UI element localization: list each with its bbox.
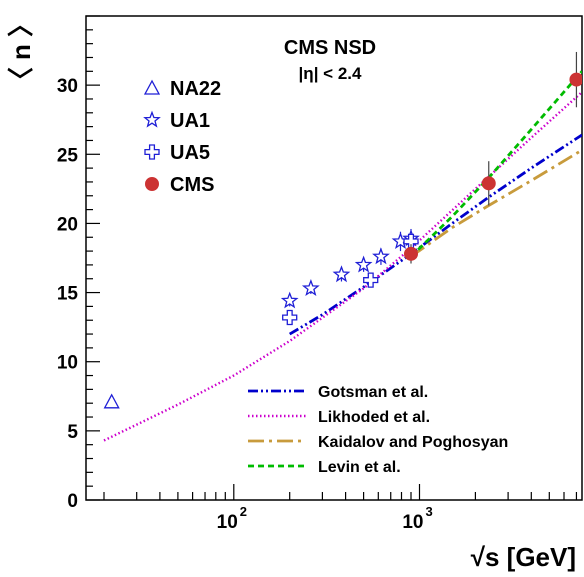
y-tick-label: 0	[67, 491, 78, 512]
legend-label: Likhoded et al.	[318, 409, 430, 426]
x-axis-ticks	[103, 484, 578, 500]
plot-frame	[85, 15, 583, 501]
y-tick-label: 5	[67, 422, 78, 443]
chart-subtitle: |η| < 2.4	[299, 64, 362, 83]
x-tick-label-base: 10	[402, 512, 423, 533]
y-tick-label: 15	[57, 284, 79, 305]
point-cms	[404, 246, 419, 261]
point-ua5	[282, 309, 298, 326]
point-ua1	[372, 247, 390, 265]
legend-label: Levin et al.	[318, 459, 401, 476]
y-axis-tick-labels: 0 5 10 15 20 25 30	[57, 76, 79, 512]
legend-label: CMS	[170, 174, 214, 196]
x-tick-label-base: 10	[217, 512, 238, 533]
legend-marker-ua1	[143, 110, 161, 128]
legend-markers: NA22 UA1 UA5 CMS	[143, 78, 221, 196]
legend-curves: Gotsman et al. Likhoded et al. Kaidalov an…	[248, 384, 508, 476]
legend-label: UA1	[170, 110, 210, 132]
legend-marker-cms	[145, 177, 159, 191]
x-tick-label-exp: 3	[425, 504, 432, 519]
legend-marker-na22	[143, 79, 161, 95]
y-tick-label: 25	[57, 145, 79, 166]
legend-label: Kaidalov and Poghosyan	[318, 434, 508, 451]
point-ua1	[280, 291, 299, 309]
legend-label: NA22	[170, 78, 221, 100]
curve-gotsman-et-al-	[288, 133, 582, 336]
legend-marker-ua5	[144, 144, 160, 160]
point-na22	[103, 393, 120, 409]
point-ua1	[301, 279, 320, 296]
x-tick-label-exp: 2	[240, 504, 247, 519]
legend-label: UA5	[170, 142, 210, 164]
curve-levin-et-al-	[410, 70, 582, 258]
point-cms	[569, 72, 582, 87]
y-tick-label: 20	[57, 214, 78, 235]
point-cms	[481, 176, 496, 191]
curve-kaidalov-and-poghosyan	[410, 148, 582, 258]
y-tick-label: 30	[57, 76, 78, 97]
point-ua5	[363, 272, 379, 288]
point-ua1	[354, 255, 373, 273]
y-axis-title: 〈 n 〉	[6, 11, 36, 93]
data-points	[103, 51, 582, 409]
point-ua1	[332, 265, 351, 283]
x-axis-title: √s [GeV]	[471, 542, 576, 572]
y-tick-label: 10	[57, 353, 78, 374]
y-axis-ticks	[86, 15, 100, 501]
legend-label: Gotsman et al.	[318, 384, 428, 401]
chart-title: CMS NSD	[284, 37, 376, 59]
